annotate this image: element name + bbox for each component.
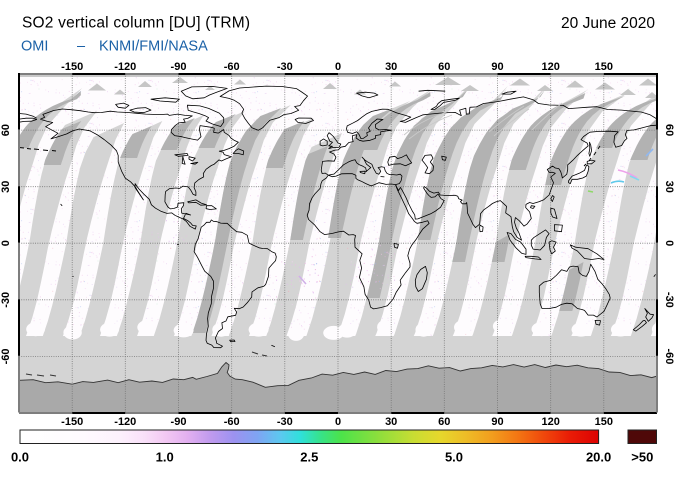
svg-text:30: 30	[663, 181, 675, 193]
svg-text:0: 0	[335, 61, 341, 73]
svg-text:-60: -60	[0, 348, 12, 364]
svg-text:60: 60	[663, 124, 675, 136]
svg-text:90: 90	[491, 61, 503, 73]
svg-text:>50: >50	[631, 450, 653, 465]
svg-text:20.0: 20.0	[586, 450, 611, 465]
svg-text:60: 60	[438, 416, 450, 428]
svg-text:150: 150	[595, 416, 613, 428]
svg-text:-90: -90	[171, 416, 187, 428]
svg-text:-60: -60	[224, 61, 240, 73]
svg-text:-150: -150	[61, 61, 83, 73]
svg-text:30: 30	[385, 416, 397, 428]
svg-text:-60: -60	[224, 416, 240, 428]
svg-text:-150: -150	[61, 416, 83, 428]
svg-text:-30: -30	[0, 292, 12, 308]
svg-text:-30: -30	[277, 61, 293, 73]
svg-text:30: 30	[0, 181, 12, 193]
svg-text:60: 60	[0, 124, 12, 136]
svg-text:2.5: 2.5	[300, 450, 318, 465]
svg-text:20 June 2020: 20 June 2020	[561, 15, 655, 32]
svg-text:0: 0	[663, 240, 675, 246]
svg-text:30: 30	[385, 61, 397, 73]
svg-text:SO2 vertical column [DU] (TRM): SO2 vertical column [DU] (TRM)	[22, 15, 250, 32]
svg-text:150: 150	[595, 61, 613, 73]
svg-text:0.0: 0.0	[11, 450, 29, 465]
svg-text:-120: -120	[114, 416, 136, 428]
svg-text:1.0: 1.0	[156, 450, 174, 465]
svg-text:0: 0	[0, 240, 12, 246]
svg-text:-90: -90	[171, 61, 187, 73]
svg-text:0: 0	[335, 416, 341, 428]
svg-text:-30: -30	[663, 292, 675, 308]
svg-text:-30: -30	[277, 416, 293, 428]
svg-text:120: 120	[542, 61, 560, 73]
svg-text:60: 60	[438, 61, 450, 73]
svg-text:-60: -60	[663, 348, 675, 364]
svg-text:5.0: 5.0	[445, 450, 463, 465]
svg-text:90: 90	[491, 416, 503, 428]
svg-text:-120: -120	[114, 61, 136, 73]
svg-text:120: 120	[542, 416, 560, 428]
